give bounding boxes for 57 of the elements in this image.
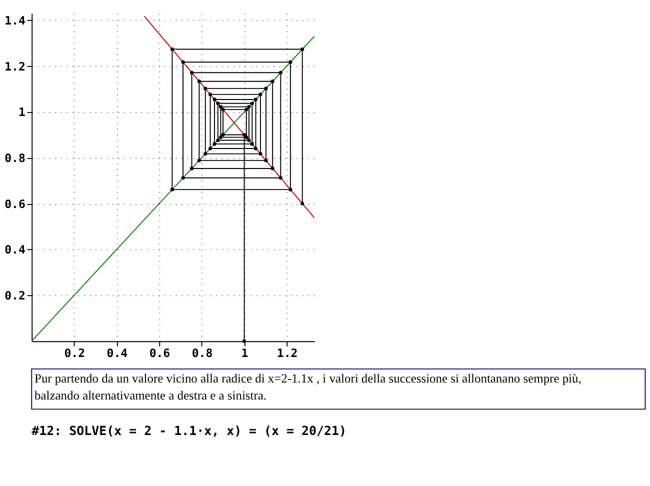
point [212, 98, 216, 102]
point [288, 60, 292, 64]
point [216, 102, 220, 106]
point [288, 188, 292, 192]
point [170, 188, 174, 192]
y-tick-label: 1.4 [4, 13, 26, 28]
point [170, 47, 174, 52]
point [278, 70, 282, 74]
point [190, 166, 194, 170]
y-tick-label: 0.2 [4, 288, 26, 303]
x-tick-label: 0.6 [149, 346, 170, 360]
point [264, 158, 268, 162]
point [242, 132, 246, 137]
text: Pur partendo da un valore vicino alla radice di x=2-1.1x , i valori della successione si allontanano sempre più, balzando alternativamente a destra e a sinistra. [34, 371, 582, 403]
point [300, 47, 304, 52]
point [208, 92, 212, 96]
y-tick-label: 0.4 [4, 242, 26, 257]
point [300, 202, 304, 206]
y-tick-label: 0.6 [4, 196, 26, 211]
point [247, 138, 251, 142]
point [247, 105, 251, 109]
point [258, 152, 262, 156]
y-tick-label: 1.2 [4, 59, 26, 74]
point [181, 60, 185, 64]
point [197, 158, 201, 162]
x-tick-label: 0.8 [192, 346, 213, 360]
point [278, 176, 282, 180]
point [264, 86, 268, 90]
y-tick-label: 1 [18, 105, 26, 120]
point [250, 142, 254, 146]
point [204, 86, 208, 90]
x-tick-label: 1 [241, 346, 248, 360]
point [221, 108, 225, 112]
point [254, 146, 258, 150]
point [190, 70, 194, 74]
point [250, 102, 254, 106]
point [218, 105, 222, 109]
point [218, 136, 222, 140]
point [244, 108, 248, 112]
point [242, 339, 246, 343]
point [221, 132, 225, 137]
point [254, 98, 258, 102]
point [197, 80, 201, 84]
point [258, 92, 262, 96]
y-tick-label: 0.8 [4, 151, 26, 166]
text: #12: SOLVE(x = 2 - 1.1·x, x) = (x = 20/21) [32, 423, 347, 438]
point [270, 166, 274, 170]
point [244, 136, 248, 140]
point [212, 142, 216, 146]
point [208, 146, 212, 150]
point [181, 176, 185, 180]
x-tick-label: 0.2 [64, 346, 86, 360]
x-tick-label: 1.2 [276, 346, 298, 360]
point [216, 138, 220, 142]
point [270, 80, 274, 84]
x-tick-label: 0.4 [106, 346, 128, 360]
point [204, 152, 208, 156]
